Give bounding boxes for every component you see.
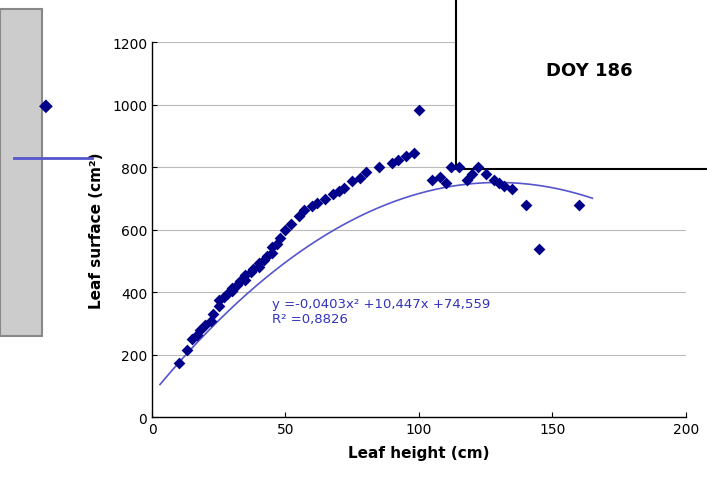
Point (445, 164, 457, 172)
Point (472, 164, 484, 172)
Point (235, 278, 246, 286)
Point (173, 359, 185, 367)
Point (280, 227, 291, 234)
Point (387, 159, 398, 167)
Point (274, 234, 286, 242)
Point (192, 331, 203, 339)
Point (498, 183, 510, 191)
Point (218, 294, 230, 301)
Point (261, 253, 272, 261)
Point (232, 281, 243, 289)
Point (293, 213, 305, 220)
Point (435, 173, 446, 181)
Point (307, 203, 318, 211)
Point (467, 170, 478, 178)
Point (271, 240, 283, 248)
Point (312, 200, 323, 208)
Point (298, 206, 310, 214)
Point (226, 284, 238, 292)
Point (408, 150, 419, 158)
Text: y =-0,0403x² +10,447x +74,559
R² =0,8826: y =-0,0403x² +10,447x +74,559 R² =0,8826 (272, 298, 491, 325)
Point (320, 195, 331, 203)
Point (267, 250, 278, 258)
Point (507, 186, 518, 193)
Point (213, 303, 224, 311)
Point (187, 336, 198, 344)
Point (208, 311, 219, 319)
Point (493, 180, 505, 187)
Point (339, 184, 350, 192)
Point (354, 175, 366, 183)
Point (181, 347, 192, 354)
Point (440, 180, 451, 187)
Point (520, 202, 532, 209)
Point (328, 191, 339, 198)
Point (346, 178, 358, 186)
Point (245, 269, 257, 276)
Point (226, 288, 238, 295)
Point (213, 297, 224, 304)
Point (253, 259, 264, 267)
Point (247, 265, 259, 273)
Point (426, 177, 438, 184)
Point (194, 326, 206, 334)
Y-axis label: Leaf surface (cm²): Leaf surface (cm²) (88, 152, 104, 309)
Text: ◆: ◆ (39, 96, 53, 115)
Point (199, 322, 211, 329)
Point (480, 170, 491, 178)
Point (453, 164, 464, 172)
Point (205, 317, 216, 324)
Point (240, 276, 251, 284)
Point (259, 256, 270, 264)
Point (240, 272, 251, 279)
Point (573, 202, 585, 209)
Text: DOY 186: DOY 186 (547, 62, 633, 80)
X-axis label: Leaf height (cm): Leaf height (cm) (348, 445, 490, 460)
Point (285, 220, 296, 228)
Point (360, 169, 371, 177)
Point (333, 188, 344, 195)
Point (488, 177, 499, 184)
Point (392, 156, 403, 164)
Point (221, 290, 233, 298)
Point (400, 153, 411, 161)
Point (461, 177, 472, 184)
Point (373, 164, 385, 172)
Point (413, 107, 424, 114)
Point (253, 264, 264, 272)
Point (533, 245, 544, 253)
Point (267, 244, 278, 252)
